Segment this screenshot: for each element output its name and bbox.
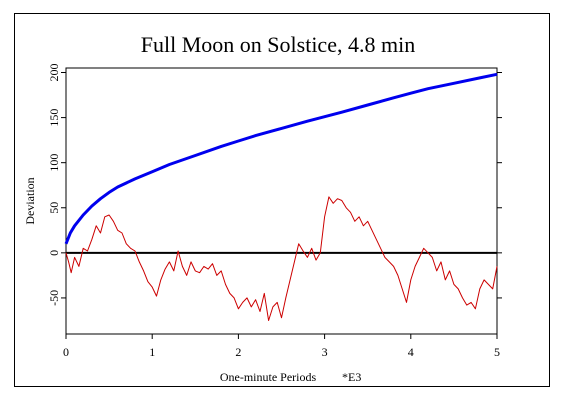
y-axis-label: Deviation bbox=[23, 177, 37, 224]
x-axis-multiplier: *E3 bbox=[342, 370, 361, 384]
x-tick-label: 3 bbox=[322, 345, 328, 359]
y-axis: -50 0 50 100 150 200 bbox=[47, 64, 502, 306]
x-tick-label: 4 bbox=[408, 345, 414, 359]
y-tick-label: 200 bbox=[47, 64, 61, 82]
y-tick-label: 0 bbox=[47, 250, 61, 256]
chart-frame bbox=[14, 13, 550, 387]
chart-title: Full Moon on Solstice, 4.8 min bbox=[141, 32, 415, 57]
y-tick-label: 100 bbox=[47, 154, 61, 172]
x-tick-label: 5 bbox=[494, 345, 500, 359]
y-tick-label: 50 bbox=[47, 202, 61, 214]
series-line-2 bbox=[65, 196, 498, 321]
series-line-1 bbox=[64, 72, 498, 245]
y-tick-label: -50 bbox=[47, 290, 61, 306]
x-axis: 0 1 2 3 4 5 bbox=[63, 334, 500, 359]
y-tick-label: 150 bbox=[47, 109, 61, 127]
plot-area bbox=[65, 67, 498, 335]
x-axis-label: One-minute Periods bbox=[220, 370, 317, 384]
series-group bbox=[64, 72, 498, 321]
x-tick-label: 0 bbox=[63, 345, 69, 359]
x-tick-label: 1 bbox=[149, 345, 155, 359]
x-tick-label: 2 bbox=[235, 345, 241, 359]
